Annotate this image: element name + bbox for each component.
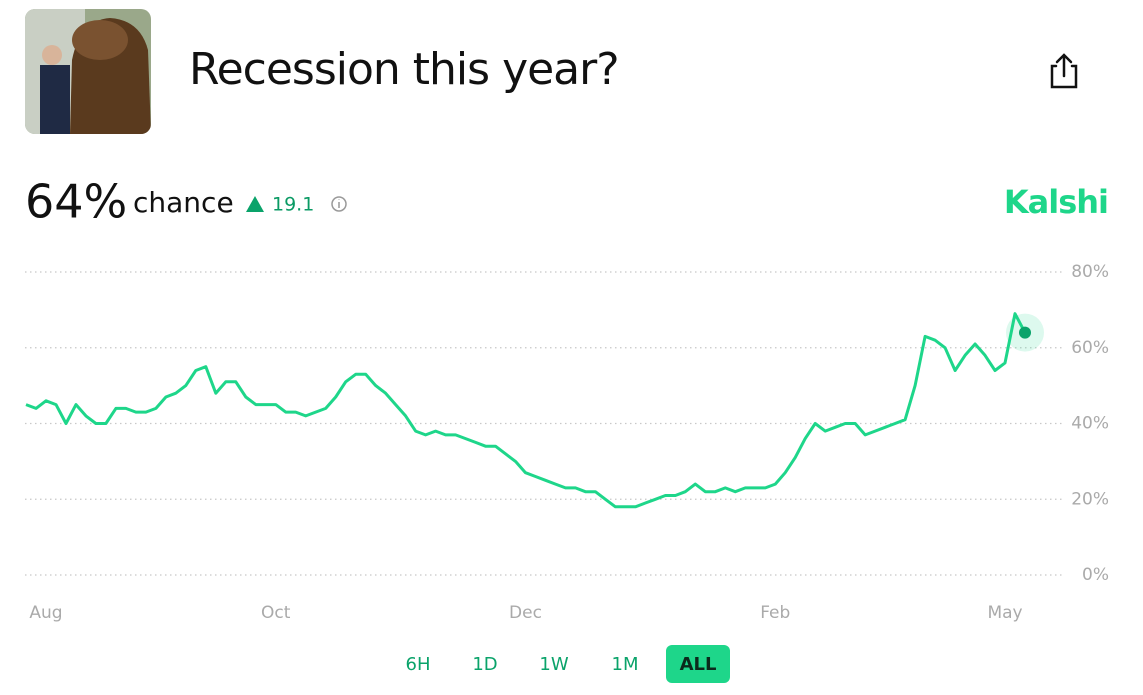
x-tick-label: May <box>987 603 1022 623</box>
change-arrow <box>246 196 264 212</box>
current-point <box>1019 326 1031 339</box>
market-title: Recession this year? <box>189 44 619 95</box>
y-tick-label: 40% <box>1071 414 1109 434</box>
range-button[interactable]: 1W <box>539 654 568 675</box>
y-tick-label: 20% <box>1071 489 1109 509</box>
range-button-active[interactable] <box>666 645 730 683</box>
y-tick-label: 60% <box>1071 338 1109 358</box>
info-icon[interactable] <box>331 196 347 212</box>
source-brand: Kalshi <box>1004 183 1108 221</box>
x-tick-label: Aug <box>29 603 62 623</box>
price-chart: 0% 20% 40% 60% 80% Aug Oct Dec Feb May <box>25 262 1109 623</box>
x-tick-label: Dec <box>509 603 542 623</box>
probability-label: chance <box>133 186 234 219</box>
range-selector: 6H 1D 1W 1M ALL <box>406 645 730 683</box>
range-button[interactable]: 6H <box>406 654 431 675</box>
market-thumbnail <box>25 9 151 134</box>
change-value: 19.1 <box>272 194 314 216</box>
y-tick-label: 80% <box>1071 262 1109 282</box>
x-tick-label: Feb <box>760 603 790 623</box>
range-button[interactable]: ALL <box>680 654 717 675</box>
x-tick-label: Oct <box>261 603 291 623</box>
range-button[interactable]: 1D <box>472 654 497 675</box>
probability: 64% <box>25 175 127 229</box>
range-button[interactable]: 1M <box>612 654 639 675</box>
share-button[interactable] <box>1050 53 1078 89</box>
y-tick-label: 0% <box>1082 565 1109 585</box>
price-line <box>25 312 1027 509</box>
